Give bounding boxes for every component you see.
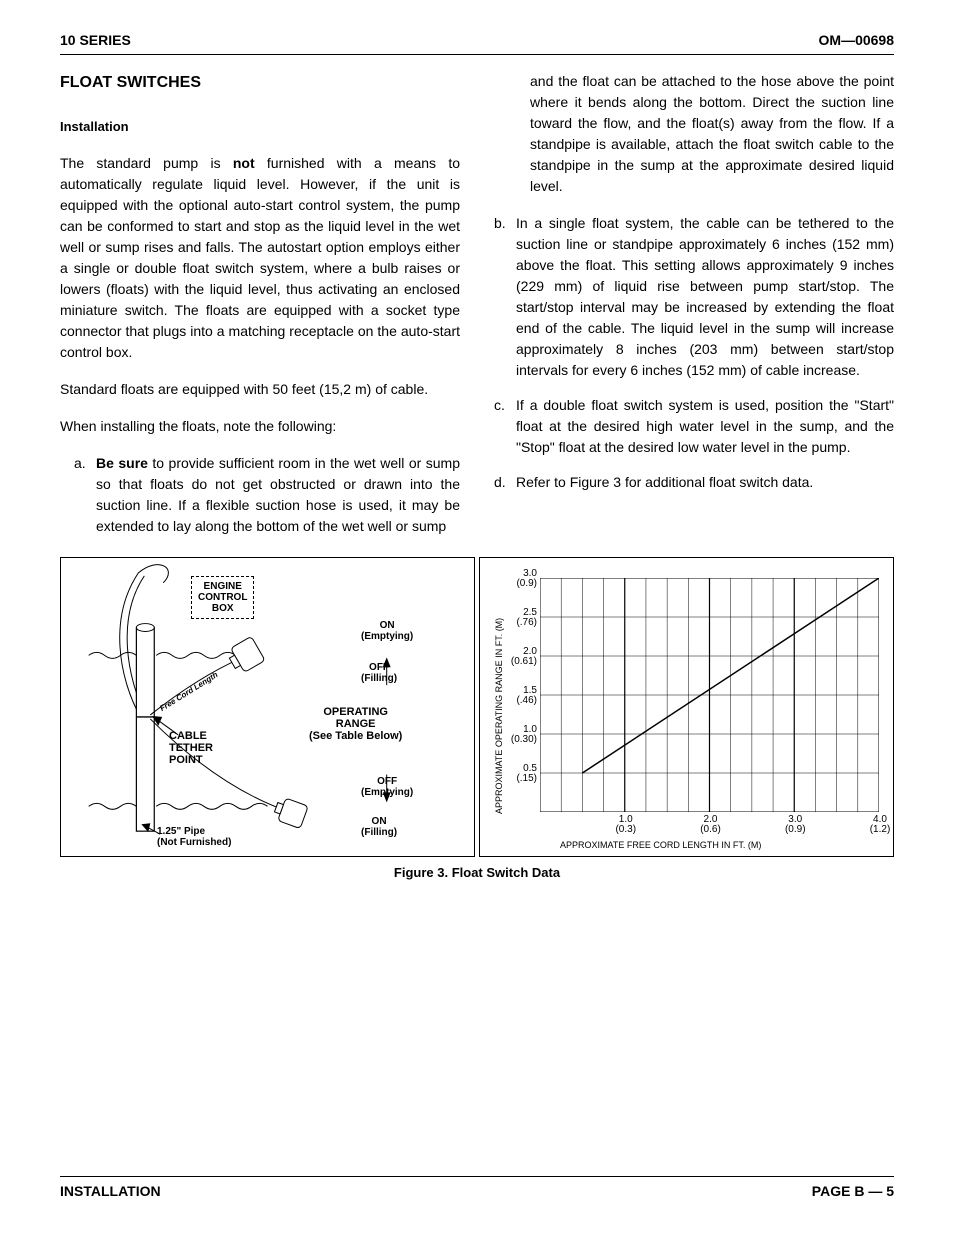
para-1-bold: not: [233, 155, 255, 171]
footer-left: INSTALLATION: [60, 1183, 161, 1199]
list-key-c: c.: [494, 395, 516, 458]
list-item-a: a. Be sure to provide sufficient room in…: [60, 453, 460, 537]
list-key-b: b.: [494, 213, 516, 381]
y-tick: 0.5(.15): [497, 764, 537, 784]
header-left: 10 SERIES: [60, 32, 131, 48]
left-column: FLOAT SWITCHES Installation The standard…: [60, 71, 460, 551]
list-item-c: c. If a double float switch system is us…: [494, 395, 894, 458]
pipe-note-label: 1.25" Pipe (Not Furnished): [157, 826, 231, 848]
x-axis-label: APPROXIMATE FREE CORD LENGTH IN FT. (M): [560, 840, 761, 850]
operating-range-label: OPERATING RANGE (See Table Below): [309, 706, 402, 742]
y-tick: 3.0(0.9): [497, 569, 537, 589]
header-rule: [60, 54, 894, 55]
float-diagram: ENGINE CONTROL BOX ON (Emptying) OFF (Fi…: [60, 557, 475, 857]
engine-control-box-label: ENGINE CONTROL BOX: [191, 576, 254, 619]
x-tick: 2.0(0.6): [691, 815, 731, 835]
para-1: The standard pump is not furnished with …: [60, 153, 460, 363]
list-key-d: d.: [494, 472, 516, 493]
list-text-a: Be sure to provide sufficient room in th…: [96, 453, 460, 537]
float-chart: APPROXIMATE OPERATING RANGE IN FT. (M) A…: [479, 557, 894, 857]
para-2: Standard floats are equipped with 50 fee…: [60, 379, 460, 400]
figure-3: ENGINE CONTROL BOX ON (Emptying) OFF (Fi…: [60, 557, 894, 857]
page-footer: INSTALLATION PAGE B — 5: [60, 1176, 894, 1199]
diagram-svg: [61, 558, 474, 856]
header-right: OM—00698: [819, 32, 894, 48]
para-1-rest: furnished with a means to automatically …: [60, 155, 460, 360]
item-a-rest: to provide sufficient room in the wet we…: [96, 455, 460, 534]
y-tick: 1.5(.46): [497, 686, 537, 706]
figure-caption: Figure 3. Float Switch Data: [60, 865, 894, 880]
list-text-b: In a single float system, the cable can …: [516, 213, 894, 381]
x-tick: 3.0(0.9): [775, 815, 815, 835]
list-item-d: d. Refer to Figure 3 for additional floa…: [494, 472, 894, 493]
x-tick: 1.0(0.3): [606, 815, 646, 835]
cable-tether-label: CABLE TETHER POINT: [169, 730, 213, 766]
right-column: and the float can be attached to the hos…: [494, 71, 894, 551]
y-tick: 2.5(.76): [497, 608, 537, 628]
on-emptying-label: ON (Emptying): [361, 620, 413, 642]
section-title: FLOAT SWITCHES: [60, 71, 460, 95]
y-tick: 2.0(0.61): [497, 647, 537, 667]
chart-plot-area: [540, 578, 879, 812]
chart-svg: [540, 578, 879, 812]
x-tick: 4.0(1.2): [860, 815, 900, 835]
list-text-c: If a double float switch system is used,…: [516, 395, 894, 458]
footer-right: PAGE B — 5: [812, 1183, 894, 1199]
list-text-d: Refer to Figure 3 for additional float s…: [516, 472, 894, 493]
list-key-a: a.: [74, 453, 96, 537]
off-filling-label: OFF (Filling): [361, 662, 397, 684]
col2-continuation: and the float can be attached to the hos…: [494, 71, 894, 197]
off-emptying-label: OFF (Emptying): [361, 776, 413, 798]
para-1-pre: The standard pump is: [60, 155, 233, 171]
footer-rule: [60, 1176, 894, 1177]
on-filling-label: ON (Filling): [361, 816, 397, 838]
item-a-bold: Be sure: [96, 455, 148, 471]
y-tick: 1.0(0.30): [497, 725, 537, 745]
list-item-b: b. In a single float system, the cable c…: [494, 213, 894, 381]
para-3: When installing the floats, note the fol…: [60, 416, 460, 437]
subheading: Installation: [60, 117, 460, 137]
